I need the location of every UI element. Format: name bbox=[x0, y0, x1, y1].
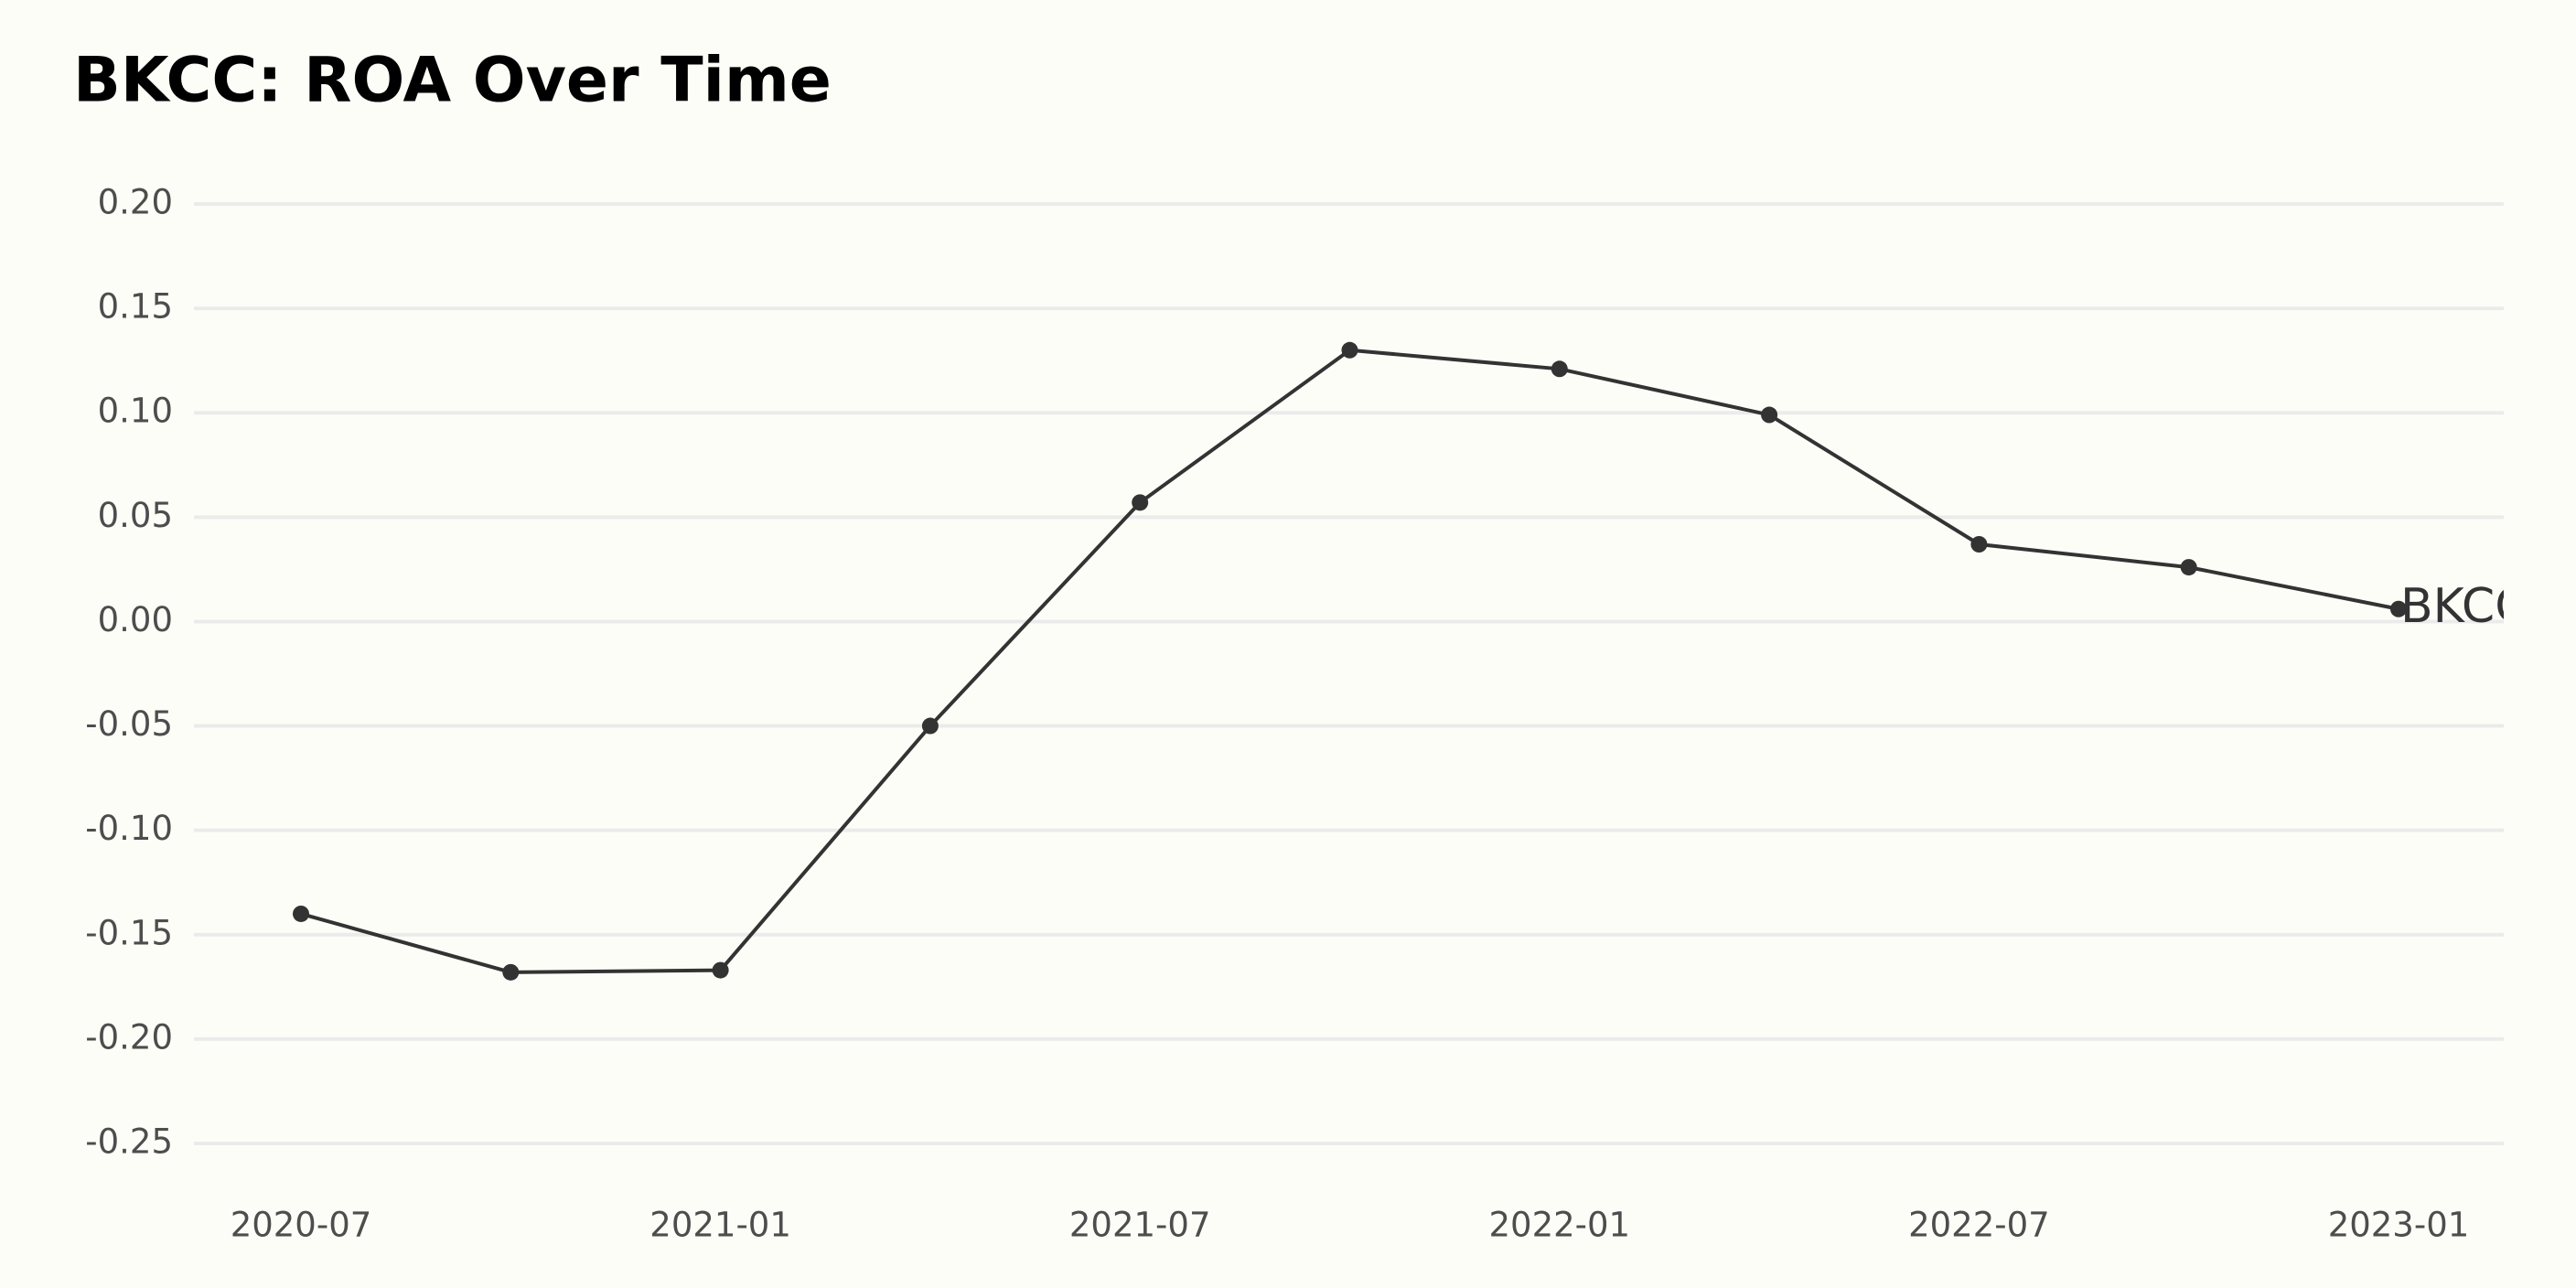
line bbox=[300, 348, 2399, 974]
point bbox=[1970, 536, 1988, 553]
chart-title: BKCC: ROA Over Time bbox=[73, 45, 832, 117]
point bbox=[293, 905, 309, 922]
x-tick-label: 2021-01 bbox=[649, 1206, 791, 1245]
y-tick-label: -0.10 bbox=[85, 809, 173, 848]
x-tick-label: 2022-01 bbox=[1488, 1206, 1630, 1245]
y-tick-label: -0.20 bbox=[85, 1017, 173, 1057]
x-tick-label: 2020-07 bbox=[231, 1206, 372, 1245]
point bbox=[1341, 341, 1358, 359]
y-tick-label: -0.15 bbox=[85, 913, 173, 952]
point bbox=[712, 961, 729, 979]
y-tick-label: 0.15 bbox=[98, 287, 173, 327]
end-label-group: BKCC bbox=[2400, 579, 2528, 634]
y-tick-label: 0.20 bbox=[98, 183, 173, 222]
point bbox=[2390, 600, 2407, 617]
series-end-label: BKCC bbox=[2400, 579, 2528, 634]
y-tick-label: -0.05 bbox=[85, 704, 173, 744]
y-tick-label: -0.25 bbox=[85, 1122, 173, 1162]
x-tick-label: 2021-07 bbox=[1069, 1206, 1211, 1245]
point bbox=[1132, 494, 1149, 511]
point bbox=[1761, 406, 1778, 424]
x-tick-label: 2023-01 bbox=[2328, 1206, 2470, 1245]
point bbox=[502, 963, 520, 981]
point bbox=[1551, 360, 1568, 378]
x-tick-label: 2022-07 bbox=[1908, 1206, 2050, 1245]
point bbox=[2180, 559, 2197, 576]
point bbox=[921, 717, 939, 735]
y-tick-label: 0.05 bbox=[98, 496, 173, 535]
y-tick-label: 0.00 bbox=[98, 600, 173, 639]
y-tick-label: 0.10 bbox=[98, 392, 173, 431]
